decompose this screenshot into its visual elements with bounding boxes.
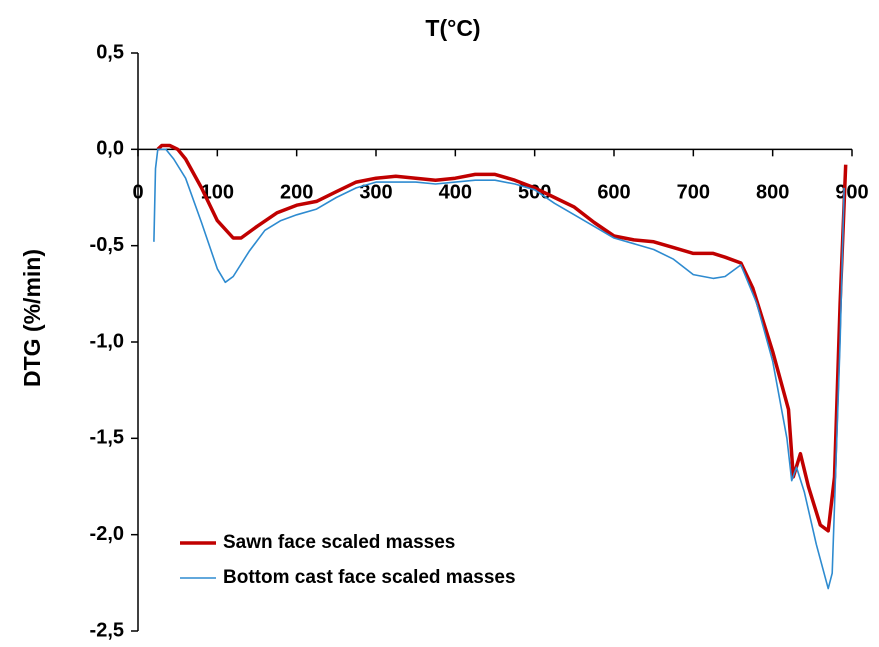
y-tick-label: 0,5 [96, 41, 124, 63]
x-tick-label: 700 [677, 182, 710, 204]
series-line [156, 143, 848, 533]
x-tick-label: 0 [132, 182, 143, 204]
y-tick-label: -1,5 [90, 427, 124, 449]
x-tick-label: 600 [597, 182, 630, 204]
x-tick-label: 100 [201, 182, 234, 204]
y-tick-label: -1,0 [90, 330, 124, 352]
y-tick-label: -2,5 [90, 619, 124, 641]
legend-label: Bottom cast face scaled masses [223, 567, 516, 588]
x-tick-label: 300 [359, 182, 392, 204]
x-tick-label: 400 [439, 182, 472, 204]
y-tick-label: -2,0 [90, 523, 124, 545]
y-tick-label: -0,5 [90, 234, 124, 256]
chart-title: T(°C) [425, 15, 480, 41]
series-line [153, 148, 845, 590]
x-tick-label: 900 [835, 182, 868, 204]
x-tick-label: 200 [280, 182, 313, 204]
legend-label: Sawn face scaled masses [223, 532, 455, 553]
y-axis-label: DTG (%/min) [19, 249, 45, 387]
x-tick-label: 800 [756, 182, 789, 204]
y-tick-label: 0,0 [96, 138, 124, 160]
